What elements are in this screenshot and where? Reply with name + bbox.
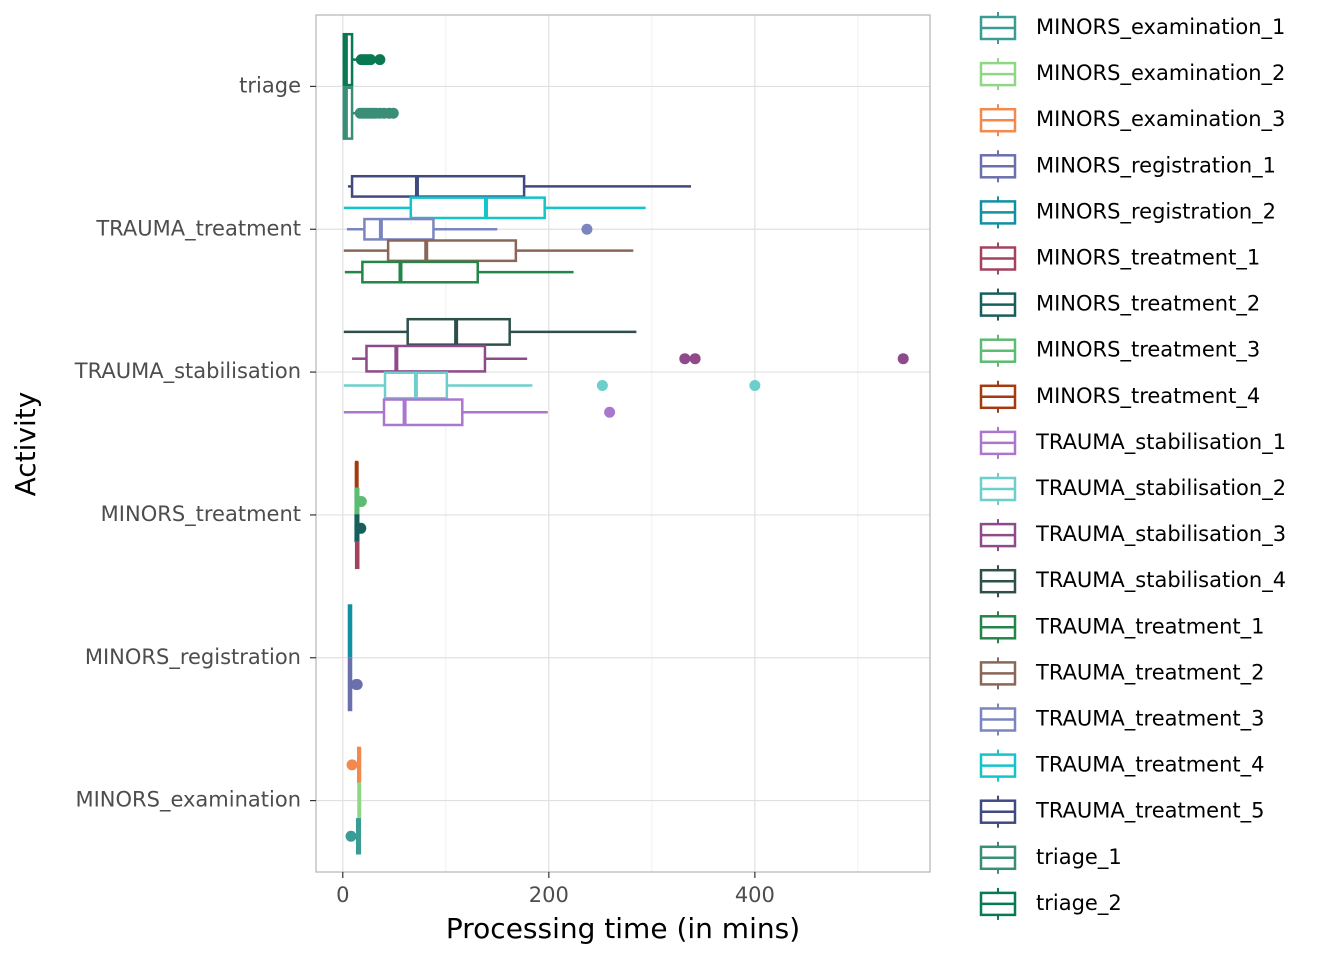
outlier <box>365 54 377 66</box>
x-axis-label: Processing time (in mins) <box>446 912 800 945</box>
box <box>409 196 546 220</box>
outlier <box>387 107 399 119</box>
y-tick-label: TRAUMA_treatment <box>95 216 301 241</box>
legend-label: TRAUMA_treatment_3 <box>1035 707 1265 732</box>
box <box>363 217 435 241</box>
y-tick-label: MINORS_examination <box>75 788 301 813</box>
legend-label: TRAUMA_stabilisation_2 <box>1035 476 1286 501</box>
legend-label: TRAUMA_treatment_5 <box>1035 799 1265 824</box>
y-tick-label: triage <box>239 73 301 97</box>
outlier <box>351 679 363 691</box>
box <box>386 239 518 263</box>
outlier <box>749 379 761 391</box>
outlier <box>581 223 593 235</box>
outlier <box>345 830 357 842</box>
x-tick-label: 400 <box>735 883 775 907</box>
legend-label: TRAUMA_treatment_2 <box>1035 660 1265 685</box>
x-tick-label: 0 <box>336 883 349 907</box>
legend-label: MINORS_treatment_3 <box>1036 338 1260 363</box>
y-tick-label: MINORS_registration <box>85 645 301 670</box>
legend-label: TRAUMA_treatment_1 <box>1035 614 1265 639</box>
box <box>365 344 487 373</box>
outlier <box>604 406 616 418</box>
y-tick-label: MINORS_treatment <box>101 502 301 527</box>
legend-label: triage_1 <box>1036 845 1122 870</box>
panel <box>316 15 930 872</box>
outlier <box>679 353 691 365</box>
legend-label: MINORS_registration_2 <box>1036 199 1276 224</box>
legend-label: MINORS_treatment_4 <box>1036 384 1260 409</box>
outlier <box>355 496 367 508</box>
legend-label: MINORS_examination_1 <box>1036 15 1285 40</box>
legend-label: TRAUMA_stabilisation_4 <box>1035 568 1286 593</box>
legend-label: MINORS_treatment_1 <box>1036 246 1260 271</box>
legend-label: MINORS_treatment_2 <box>1036 292 1260 317</box>
legend-label: MINORS_examination_3 <box>1036 107 1285 132</box>
panel-border <box>315 14 931 873</box>
outlier <box>897 353 909 365</box>
box <box>361 260 479 284</box>
legend-label: TRAUMA_stabilisation_3 <box>1035 522 1286 547</box>
box <box>342 32 354 87</box>
legend-label: TRAUMA_stabilisation_1 <box>1035 430 1286 455</box>
outlier <box>355 522 367 534</box>
box <box>382 398 464 427</box>
box <box>350 174 526 198</box>
outlier <box>689 353 701 365</box>
y-tick-label: TRAUMA_stabilisation <box>74 359 301 384</box>
box <box>406 317 511 346</box>
outlier <box>596 379 608 391</box>
legend-label: TRAUMA_treatment_4 <box>1035 753 1265 778</box>
x-tick-label: 200 <box>529 883 569 907</box>
legend-label: MINORS_examination_2 <box>1036 61 1285 86</box>
outlier <box>374 54 386 66</box>
legend-label: triage_2 <box>1036 891 1122 916</box>
outlier <box>346 759 358 771</box>
legend-label: MINORS_registration_1 <box>1036 153 1276 178</box>
y-axis-label: Activity <box>9 392 42 497</box>
box <box>342 86 354 140</box>
